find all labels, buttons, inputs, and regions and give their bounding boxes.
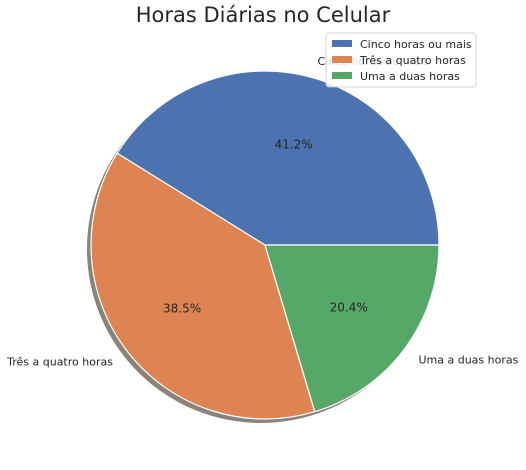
- legend-label-tres-a-quatro-horas: Três a quatro horas: [359, 54, 466, 67]
- legend-swatch-tres-a-quatro-horas: [332, 56, 352, 63]
- legend-label-cinco-horas-ou-mais: Cinco horas ou mais: [360, 38, 472, 51]
- legend-frame: [325, 32, 477, 88]
- slice-percent-label: 38.5%: [163, 301, 201, 315]
- legend: Cinco horas ou mais Três a quatro horas Um…: [325, 32, 477, 88]
- pie-slice-uma-a-duas-horas: [264, 244, 440, 413]
- slice-category-label: Uma a duas horas: [418, 353, 518, 366]
- slice-percent-label: 20.4%: [330, 300, 368, 314]
- pie-slice-cinco-horas-ou-mais: [116, 70, 440, 246]
- slice-category-label: Três a quatro horas: [6, 355, 113, 368]
- legend-swatch-uma-a-duas-horas: [332, 72, 352, 79]
- legend-label-uma-a-duas-horas: Uma a duas horas: [360, 70, 460, 83]
- pie-slice-tres-a-quatro-horas: [90, 152, 316, 420]
- legend-swatch-cinco-horas-ou-mais: [332, 40, 352, 47]
- slice-percent-label: 41.2%: [275, 138, 313, 152]
- chart-title: Horas Diárias no Celular: [136, 3, 391, 27]
- pie-slices: [90, 70, 440, 420]
